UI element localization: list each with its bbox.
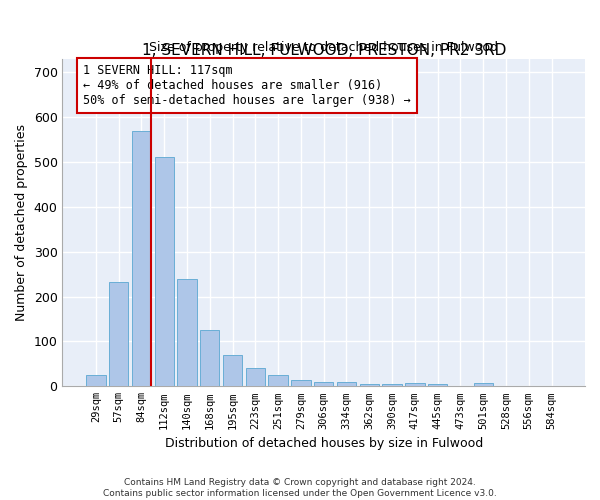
- Bar: [291, 380, 311, 386]
- Y-axis label: Number of detached properties: Number of detached properties: [15, 124, 28, 321]
- Bar: [405, 383, 425, 386]
- X-axis label: Distribution of detached houses by size in Fulwood: Distribution of detached houses by size …: [164, 437, 483, 450]
- Bar: [382, 384, 402, 386]
- Bar: [200, 330, 220, 386]
- Bar: [359, 384, 379, 386]
- Bar: [314, 382, 334, 386]
- Bar: [223, 355, 242, 386]
- Text: Contains HM Land Registry data © Crown copyright and database right 2024.
Contai: Contains HM Land Registry data © Crown c…: [103, 478, 497, 498]
- Bar: [109, 282, 128, 387]
- Text: Size of property relative to detached houses in Fulwood: Size of property relative to detached ho…: [149, 41, 498, 54]
- Bar: [473, 383, 493, 386]
- Bar: [132, 130, 151, 386]
- Title: 1, SEVERN HILL, FULWOOD, PRESTON, PR2 3RD: 1, SEVERN HILL, FULWOOD, PRESTON, PR2 3R…: [142, 42, 506, 58]
- Bar: [245, 368, 265, 386]
- Bar: [178, 278, 197, 386]
- Bar: [86, 375, 106, 386]
- Bar: [337, 382, 356, 386]
- Bar: [155, 158, 174, 386]
- Bar: [268, 375, 288, 386]
- Bar: [428, 384, 448, 386]
- Text: 1 SEVERN HILL: 117sqm
← 49% of detached houses are smaller (916)
50% of semi-det: 1 SEVERN HILL: 117sqm ← 49% of detached …: [83, 64, 411, 106]
